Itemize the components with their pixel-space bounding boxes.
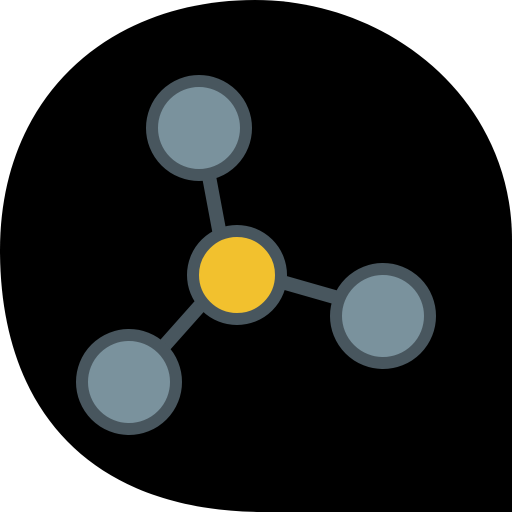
node-top-left: [146, 75, 252, 181]
node-center: [187, 225, 287, 325]
node-right: [330, 263, 436, 369]
node-group: [76, 75, 436, 435]
connector-right: [268, 273, 352, 307]
node-bottom-left: [76, 329, 182, 435]
connector-bottom-left: [158, 293, 212, 352]
